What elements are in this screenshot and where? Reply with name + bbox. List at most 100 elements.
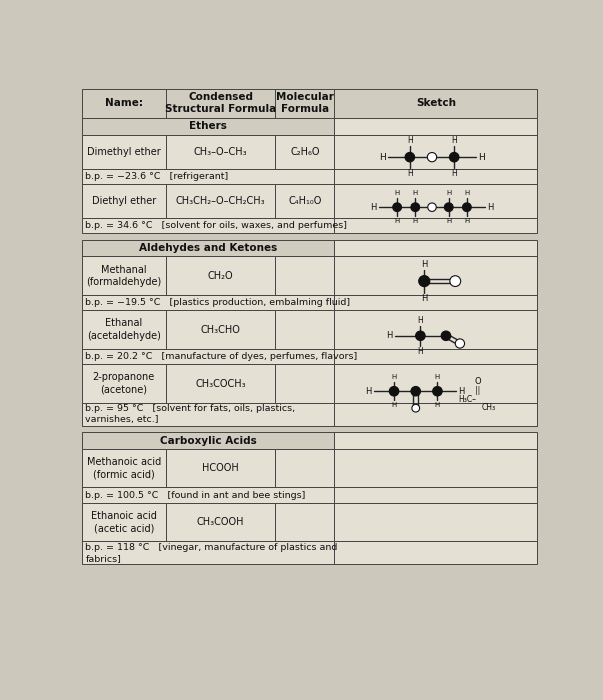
Circle shape	[412, 405, 420, 412]
Circle shape	[463, 203, 471, 211]
Text: b.p. = 118 °C   [vinegar, manufacture of plastics and
fabrics]: b.p. = 118 °C [vinegar, manufacture of p…	[86, 543, 338, 563]
Bar	[81, 239, 335, 256]
Circle shape	[415, 331, 425, 340]
Text: Aldehydes and Ketones: Aldehydes and Ketones	[139, 243, 277, 253]
Text: H₃C–: H₃C–	[458, 395, 476, 404]
Bar	[335, 364, 537, 402]
Text: Condensed
Structural Formula: Condensed Structural Formula	[165, 92, 276, 115]
Text: CH₃–O–CH₃: CH₃–O–CH₃	[194, 147, 247, 157]
Text: CH₂O: CH₂O	[208, 271, 233, 281]
Bar	[275, 135, 335, 169]
Circle shape	[455, 339, 464, 348]
Text: O: O	[475, 377, 481, 386]
Text: H: H	[370, 203, 377, 211]
Text: Methanal
(formaldehyde): Methanal (formaldehyde)	[86, 265, 162, 287]
Text: CH₃CHO: CH₃CHO	[201, 325, 241, 335]
Circle shape	[433, 386, 442, 396]
Bar	[335, 239, 537, 256]
Text: H: H	[412, 190, 418, 196]
Circle shape	[393, 203, 402, 211]
Circle shape	[444, 203, 453, 211]
Text: H: H	[386, 331, 393, 340]
Text: H: H	[394, 218, 400, 224]
Bar	[81, 310, 166, 349]
Circle shape	[411, 386, 420, 396]
Bar	[275, 364, 335, 402]
Bar	[335, 135, 537, 169]
Text: H: H	[446, 218, 452, 224]
Bar	[335, 118, 537, 135]
Text: Sketch: Sketch	[416, 98, 456, 108]
Bar	[335, 310, 537, 349]
Text: H: H	[464, 190, 470, 196]
Bar	[275, 503, 335, 541]
Circle shape	[419, 276, 430, 286]
Text: Ethers: Ethers	[189, 121, 227, 132]
Bar	[81, 503, 166, 541]
Text: H: H	[394, 190, 400, 196]
Text: H: H	[391, 374, 397, 380]
Text: H: H	[412, 218, 418, 224]
Bar	[81, 449, 166, 487]
Bar	[81, 89, 537, 118]
Bar	[335, 541, 537, 564]
Circle shape	[450, 276, 461, 286]
Text: b.p. = 100.5 °C   [found in ant and bee stings]: b.p. = 100.5 °C [found in ant and bee st…	[86, 491, 306, 500]
Bar	[335, 449, 537, 487]
Text: H: H	[407, 169, 412, 178]
Bar	[81, 118, 335, 135]
Bar	[81, 169, 335, 184]
Text: H: H	[365, 386, 371, 395]
Text: H: H	[458, 386, 465, 395]
Text: H: H	[417, 316, 423, 325]
Text: C₂H₆O: C₂H₆O	[290, 147, 320, 157]
Circle shape	[449, 153, 459, 162]
Text: Ethanoic acid
(acetic acid): Ethanoic acid (acetic acid)	[91, 511, 157, 533]
Bar	[81, 541, 335, 564]
Text: b.p. = 20.2 °C   [manufacture of dyes, perfumes, flavors]: b.p. = 20.2 °C [manufacture of dyes, per…	[86, 352, 358, 361]
Text: H: H	[464, 218, 470, 224]
Text: Dimethyl ether: Dimethyl ether	[87, 147, 160, 157]
Circle shape	[428, 203, 436, 211]
Bar	[275, 256, 335, 295]
Text: H: H	[478, 153, 485, 162]
Text: CH₃COOH: CH₃COOH	[197, 517, 244, 527]
Bar	[335, 432, 537, 449]
Text: H: H	[379, 153, 386, 162]
Bar	[81, 218, 335, 233]
Bar	[335, 256, 537, 295]
Bar	[275, 310, 335, 349]
Bar	[166, 503, 275, 541]
Text: H: H	[435, 374, 440, 380]
Bar	[275, 184, 335, 218]
Text: b.p. = −19.5 °C   [plastics production, embalming fluid]: b.p. = −19.5 °C [plastics production, em…	[86, 298, 350, 307]
Circle shape	[390, 386, 399, 396]
Bar	[335, 295, 537, 310]
Bar	[166, 310, 275, 349]
Text: b.p. = −23.6 °C   [refrigerant]: b.p. = −23.6 °C [refrigerant]	[86, 172, 229, 181]
Bar	[166, 364, 275, 402]
Text: H: H	[435, 402, 440, 408]
Bar	[81, 135, 166, 169]
Text: Ethanal
(acetaldehyde): Ethanal (acetaldehyde)	[87, 318, 160, 341]
Bar	[166, 449, 275, 487]
Text: H: H	[487, 203, 494, 211]
Bar	[335, 349, 537, 364]
Circle shape	[405, 153, 414, 162]
Text: H: H	[421, 293, 428, 302]
Text: Name:: Name:	[105, 98, 143, 108]
Bar	[81, 487, 335, 503]
Text: H: H	[417, 346, 423, 356]
Text: H: H	[391, 402, 397, 408]
Text: Diethyl ether: Diethyl ether	[92, 196, 156, 206]
Text: H: H	[446, 190, 452, 196]
Bar	[81, 349, 335, 364]
Text: C₄H₁₀O: C₄H₁₀O	[288, 196, 321, 206]
Circle shape	[441, 331, 450, 340]
Bar	[166, 256, 275, 295]
Text: H: H	[407, 136, 412, 146]
Bar	[81, 402, 335, 426]
Bar	[81, 295, 335, 310]
Text: b.p. = 34.6 °C   [solvent for oils, waxes, and perfumes]: b.p. = 34.6 °C [solvent for oils, waxes,…	[86, 221, 347, 230]
Text: Carboxylic Acids: Carboxylic Acids	[160, 435, 256, 445]
